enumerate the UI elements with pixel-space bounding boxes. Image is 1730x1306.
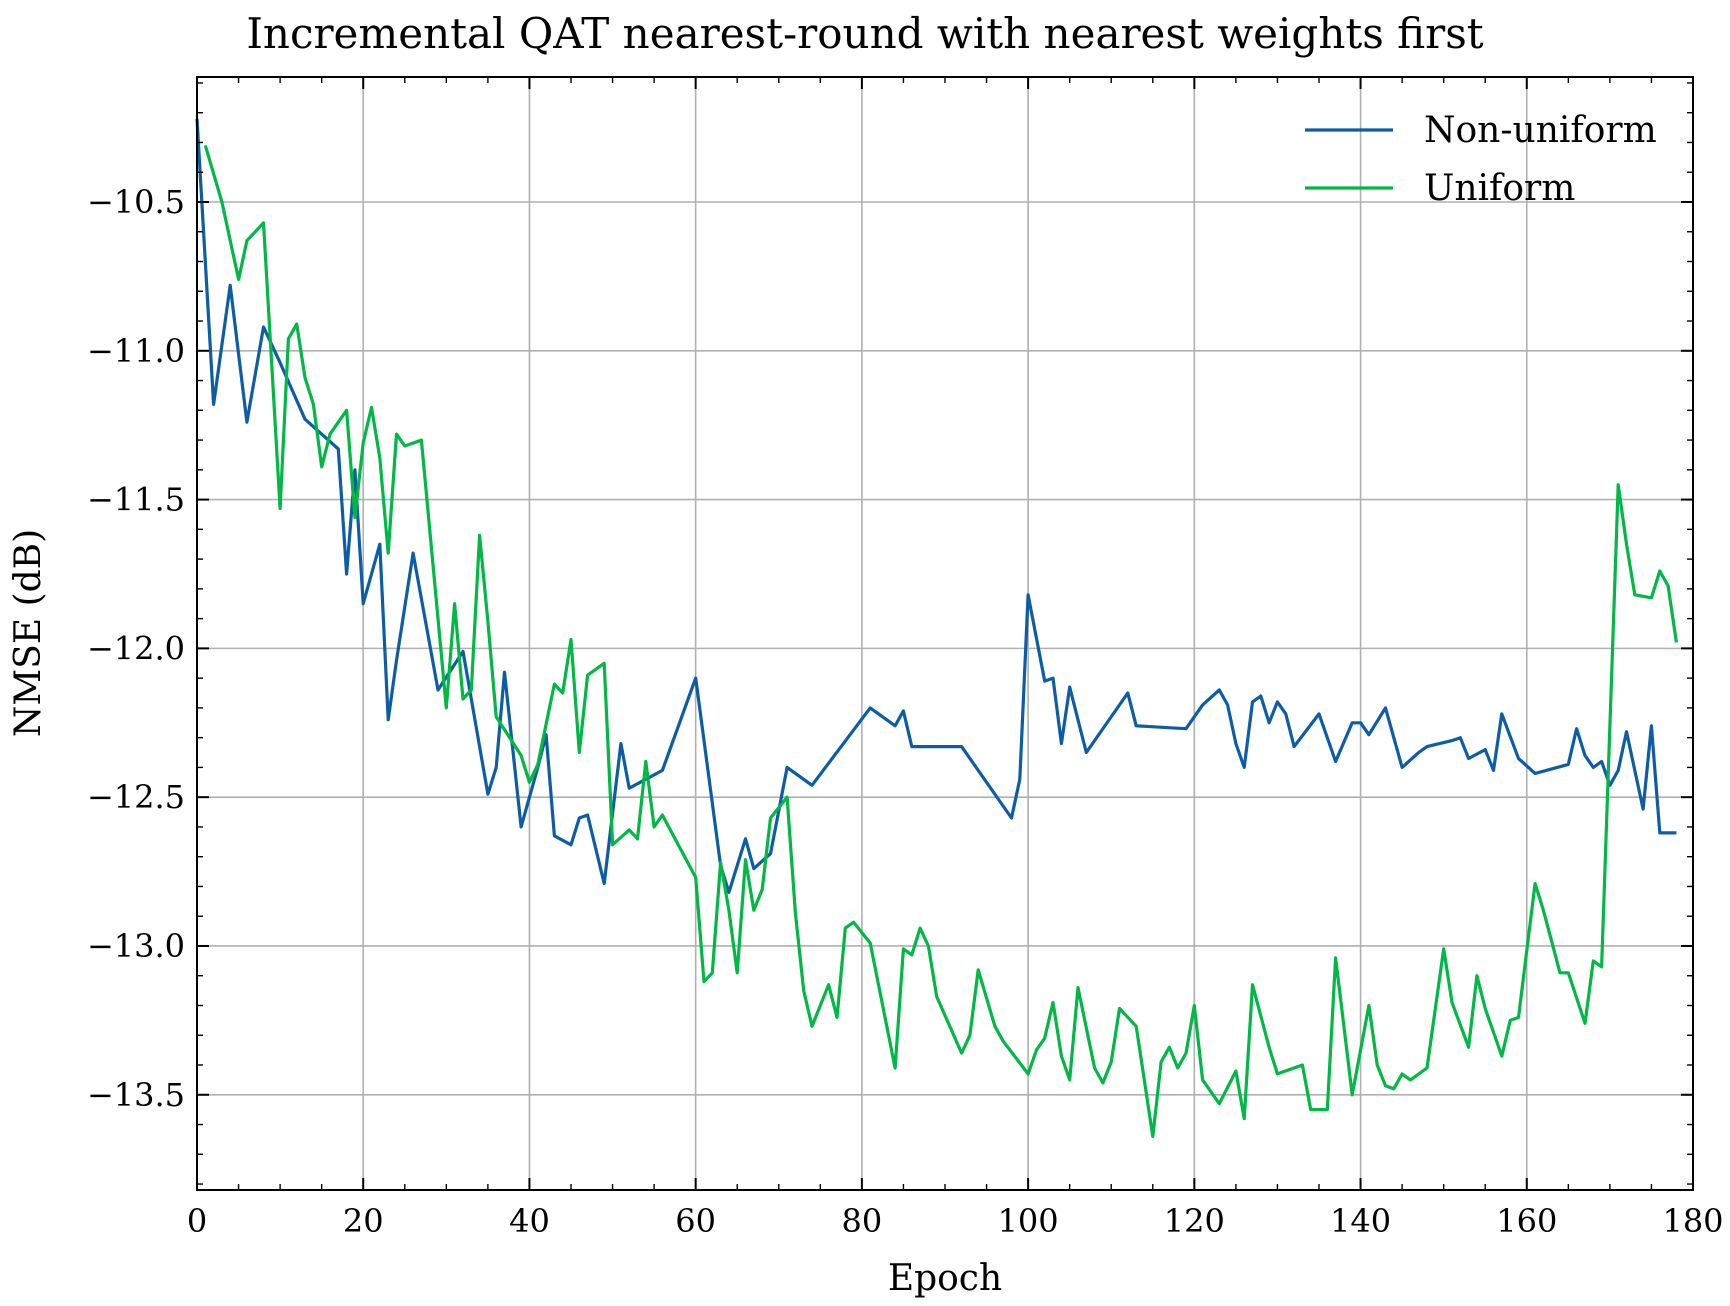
x-tick-label: 0 xyxy=(187,1202,207,1240)
y-tick-label: −12.0 xyxy=(87,629,185,667)
legend-label-uniform: Uniform xyxy=(1424,168,1575,209)
legend-label-non-uniform: Non-uniform xyxy=(1424,110,1657,151)
x-tick-label: 180 xyxy=(1662,1202,1723,1240)
chart-title: Incremental QAT nearest-round with neare… xyxy=(246,9,1483,58)
axis-ticks xyxy=(196,77,1694,1190)
y-tick-label: −13.5 xyxy=(87,1076,185,1114)
x-tick-label: 120 xyxy=(1164,1202,1225,1240)
x-tick-label: 140 xyxy=(1330,1202,1391,1240)
y-axis-label: NMSE (dB) xyxy=(8,529,49,737)
legend: Non-uniform Uniform xyxy=(1305,110,1657,209)
y-tick-label: −10.5 xyxy=(87,183,185,221)
x-tick-label: 60 xyxy=(675,1202,716,1240)
x-tick-label: 40 xyxy=(509,1202,550,1240)
series-group xyxy=(195,118,1678,1139)
series-line-non-uniform xyxy=(195,118,1677,895)
x-tick-label: 80 xyxy=(842,1202,883,1240)
plot-frame xyxy=(196,76,1694,1191)
x-axis-label: Epoch xyxy=(888,1258,1002,1299)
x-tick-label: 160 xyxy=(1496,1202,1557,1240)
grid-lines xyxy=(197,77,1693,1190)
y-tick-label: −11.5 xyxy=(87,481,185,519)
x-tick-label: 20 xyxy=(343,1202,384,1240)
y-tick-label: −12.5 xyxy=(87,778,185,816)
y-tick-label: −11.0 xyxy=(87,332,185,370)
series-line-uniform xyxy=(203,144,1678,1139)
x-tick-labels: 0 20 40 60 80 100 120 140 160 180 xyxy=(187,1202,1724,1240)
y-tick-labels: −10.5 −11.0 −11.5 −12.0 −12.5 −13.0 −13.5 xyxy=(87,183,185,1114)
y-tick-label: −13.0 xyxy=(87,927,185,965)
x-tick-label: 100 xyxy=(998,1202,1059,1240)
